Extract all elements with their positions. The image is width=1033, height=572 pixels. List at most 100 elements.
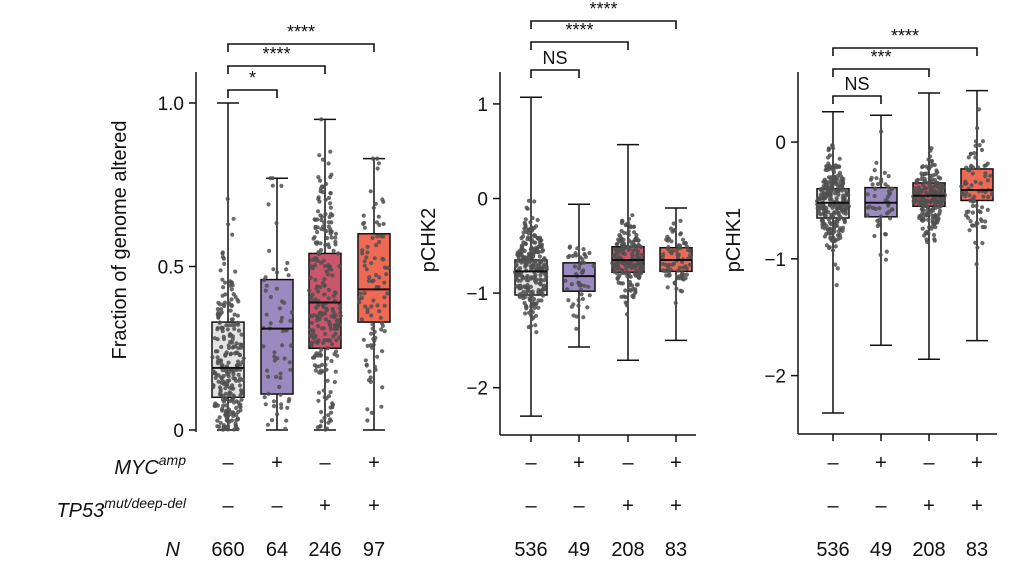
data-point — [924, 231, 930, 236]
data-point — [832, 229, 837, 234]
data-point — [262, 395, 267, 400]
data-point — [219, 326, 224, 331]
data-point — [231, 292, 236, 297]
data-point — [925, 239, 930, 245]
data-point — [211, 370, 216, 376]
n-count: 660 — [211, 539, 244, 561]
data-point — [333, 242, 338, 247]
n-count: 208 — [611, 539, 644, 561]
data-point — [331, 309, 336, 314]
significance-label: **** — [262, 44, 290, 64]
significance-label: **** — [565, 20, 593, 40]
data-point — [628, 224, 633, 229]
data-point — [324, 307, 329, 313]
data-point — [836, 192, 841, 197]
data-point — [886, 174, 891, 179]
tp53-status: – — [827, 495, 839, 517]
data-point — [577, 283, 582, 288]
data-point — [960, 192, 965, 197]
data-point — [966, 155, 971, 160]
data-point — [933, 216, 938, 221]
data-point — [225, 426, 230, 431]
data-point — [821, 222, 827, 227]
n-count: 246 — [308, 539, 341, 561]
data-point — [530, 254, 536, 259]
data-point — [627, 287, 632, 292]
data-point — [582, 252, 587, 257]
data-point — [275, 270, 280, 275]
data-point — [326, 161, 331, 166]
data-point — [826, 187, 831, 192]
data-point — [565, 287, 570, 292]
data-point — [620, 242, 625, 248]
data-point — [930, 216, 935, 222]
data-point — [566, 298, 571, 303]
data-point — [530, 226, 535, 232]
data-point — [973, 179, 978, 184]
data-point — [319, 409, 324, 415]
data-point — [324, 338, 330, 343]
data-point — [666, 245, 671, 250]
data-point — [824, 167, 830, 173]
data-point — [928, 179, 933, 184]
data-point — [331, 248, 336, 253]
data-point — [327, 266, 332, 272]
data-point — [323, 331, 328, 336]
data-point — [361, 337, 366, 342]
data-point — [660, 255, 665, 260]
n-count: 536 — [816, 539, 849, 561]
data-point — [581, 260, 587, 265]
data-point — [632, 230, 637, 235]
tp53-status: – — [222, 495, 234, 517]
tp53-status: – — [875, 495, 887, 517]
data-point — [831, 170, 837, 175]
data-point — [921, 203, 926, 208]
data-point — [362, 291, 367, 296]
data-point — [937, 208, 943, 214]
data-point — [313, 297, 318, 302]
data-point — [586, 284, 591, 289]
data-point — [922, 171, 927, 177]
data-point — [614, 242, 619, 247]
data-point — [228, 368, 233, 373]
data-point — [271, 404, 277, 409]
data-point — [673, 300, 678, 306]
data-point — [372, 256, 377, 261]
data-point — [265, 422, 271, 427]
data-point — [637, 244, 642, 249]
data-point — [324, 396, 329, 401]
data-point — [688, 253, 693, 258]
data-point — [879, 129, 884, 134]
data-point — [322, 277, 327, 282]
myc-status: + — [875, 452, 887, 474]
data-point — [261, 344, 266, 349]
data-point — [233, 423, 238, 429]
data-point — [221, 403, 226, 408]
data-point — [278, 371, 283, 376]
tp53-status: + — [670, 495, 682, 517]
data-point — [875, 218, 880, 223]
data-point — [236, 359, 241, 364]
data-point — [336, 324, 341, 329]
y-axis-label: pCHK2 — [418, 208, 440, 272]
data-point — [277, 306, 282, 311]
data-point — [835, 266, 840, 271]
data-point — [327, 245, 332, 250]
data-point — [823, 213, 828, 218]
data-point — [316, 324, 321, 329]
data-point — [311, 313, 316, 318]
data-point — [981, 194, 986, 199]
data-point — [669, 239, 674, 244]
data-point — [928, 164, 933, 169]
data-point — [357, 300, 362, 305]
data-point — [381, 199, 386, 204]
data-point — [226, 302, 231, 307]
tp53-status: – — [573, 495, 585, 517]
data-point — [536, 298, 541, 303]
significance-bracket — [832, 68, 930, 77]
myc-status: + — [573, 452, 585, 474]
data-point — [975, 245, 980, 250]
data-point — [337, 306, 343, 311]
data-point — [929, 199, 934, 204]
data-point — [336, 251, 341, 256]
